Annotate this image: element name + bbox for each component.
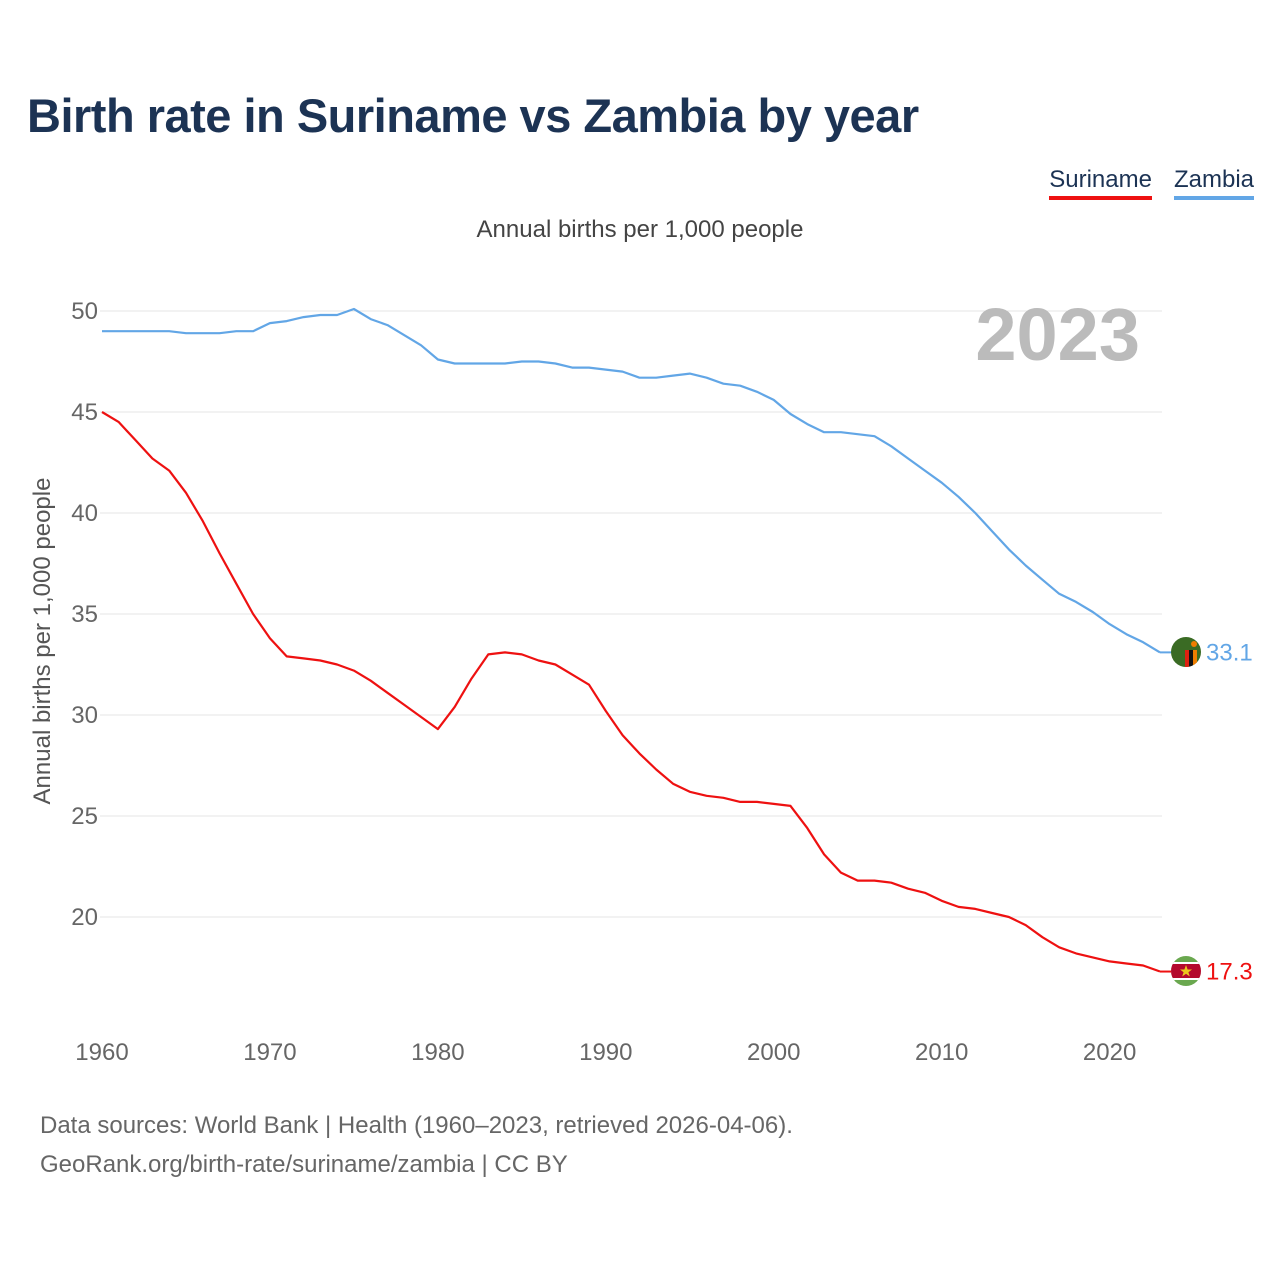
y-tick-label: 30	[71, 702, 98, 729]
y-tick-label: 35	[71, 601, 98, 628]
x-axis-ticks: 1960 1970 1980 1990 2000 2010 2020	[75, 1039, 1136, 1066]
legend-item-suriname[interactable]: Suriname	[1049, 166, 1152, 200]
series-line-suriname	[101, 411, 1161, 973]
current-year-label: 2023	[975, 293, 1140, 376]
x-tick-label: 1980	[411, 1039, 464, 1066]
legend: Suriname Zambia	[1049, 166, 1254, 200]
x-tick-label: 1990	[579, 1039, 632, 1066]
x-tick-label: 2020	[1083, 1039, 1136, 1066]
x-tick-label: 1970	[243, 1039, 296, 1066]
x-tick-label: 1960	[75, 1039, 128, 1066]
gridlines	[100, 310, 1162, 918]
x-tick-label: 2010	[915, 1039, 968, 1066]
footer-sources: Data sources: World Bank | Health (1960–…	[40, 1112, 793, 1139]
suriname-flag-icon	[1171, 956, 1201, 986]
end-markers	[1171, 637, 1201, 986]
y-tick-label: 50	[71, 298, 98, 325]
x-tick-label: 2000	[747, 1039, 800, 1066]
end-value-label-zambia: 33.1	[1206, 639, 1253, 666]
y-tick-label: 25	[71, 803, 98, 830]
y-axis-ticks: 20 25 30 35 40 45 50	[71, 298, 98, 931]
y-tick-label: 20	[71, 904, 98, 931]
footer: Data sources: World Bank | Health (1960–…	[40, 1106, 793, 1184]
legend-item-zambia[interactable]: Zambia	[1173, 166, 1254, 200]
zambia-flag-icon	[1171, 637, 1201, 667]
chart-title: Birth rate in Suriname vs Zambia by year	[27, 89, 919, 142]
y-tick-label: 40	[71, 500, 98, 527]
chart-subtitle: Annual births per 1,000 people	[476, 216, 804, 243]
series-lines	[101, 307, 1172, 973]
footer-url: GeoRank.org/birth-rate/suriname/zambia |…	[40, 1151, 568, 1178]
series-line-zambia	[102, 307, 1161, 654]
y-axis-label: Annual births per 1,000 people	[29, 478, 56, 805]
y-tick-label: 45	[71, 399, 98, 426]
end-value-labels: 33.1 17.3	[1206, 639, 1253, 985]
end-value-label-suriname: 17.3	[1206, 959, 1253, 986]
